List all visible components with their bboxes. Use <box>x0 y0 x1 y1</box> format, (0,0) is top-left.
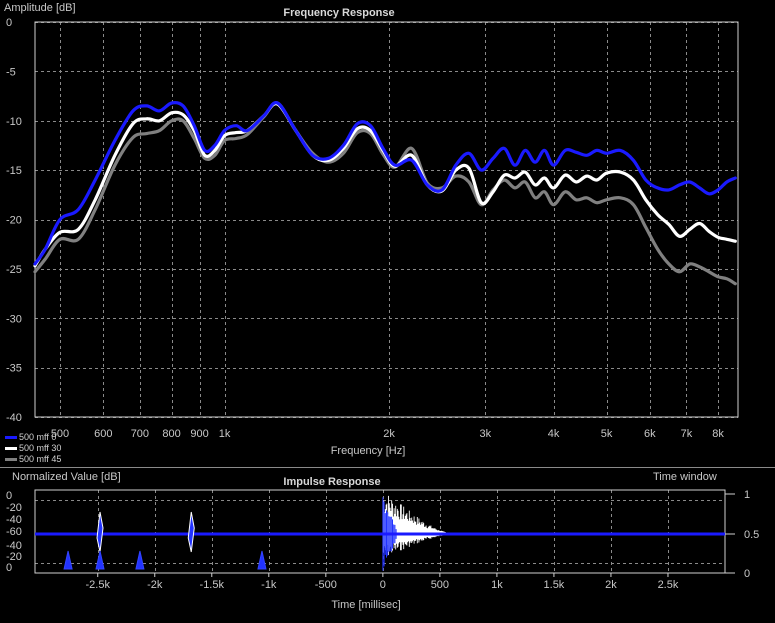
fr-x-tick-label: 4k <box>548 428 560 440</box>
ir-y-tick-label: -20 <box>6 502 22 514</box>
fr-y-tick-label: -15 <box>6 165 22 177</box>
fr-title: Frequency Response <box>283 7 394 19</box>
legend-label: 500 mff 30 <box>19 443 61 453</box>
legend-label: 500 mff 45 <box>19 454 61 464</box>
ir-x-tick-label: 1.5k <box>544 579 565 591</box>
ir-x-tick-label: -2k <box>147 579 163 591</box>
ir-right-tick-label: 0.5 <box>744 529 759 541</box>
legend-swatch <box>5 458 17 461</box>
ir-small-event <box>95 550 105 570</box>
ir-x-tick-label: 500 <box>431 579 449 591</box>
fr-series-line-0 <box>33 100 737 266</box>
ir-x-tick-label: 0 <box>380 579 386 591</box>
fr-xlabel: Frequency [Hz] <box>331 445 406 457</box>
fr-x-tick-label: 800 <box>162 428 180 440</box>
ir-x-tick-label: -1.5k <box>200 579 225 591</box>
fr-x-tick-labels: 500 600 700 800 900 1k 2k 3k 4k 5k 6k 7k 8k <box>51 428 725 440</box>
fr-y-tick-label: -40 <box>6 412 22 424</box>
ir-plot-frame <box>34 489 726 574</box>
ir-spike <box>96 511 104 553</box>
fr-y-tick-label: -20 <box>6 215 22 227</box>
ir-small-event <box>257 550 267 570</box>
ir-x-tick-label: 2k <box>605 579 617 591</box>
ir-title: Impulse Response <box>283 476 380 488</box>
fr-y-tick-label: -25 <box>6 264 22 276</box>
fr-series-group <box>33 100 737 286</box>
ir-right-tick-label: 1 <box>744 489 750 501</box>
legend-label: 500 mff 0 <box>19 432 56 442</box>
fr-y-tick-labels: 0 -5 -10 -15 -20 -25 -30 -35 -40 <box>6 17 22 424</box>
ir-y-tick-label: -40 <box>6 540 22 552</box>
ir-x-tick-label: 1k <box>491 579 503 591</box>
fr-y-tick-label: -5 <box>6 66 16 78</box>
ir-spike <box>187 511 195 553</box>
ir-x-tick-label: -2.5k <box>85 579 110 591</box>
ir-xlabel: Time [millisec] <box>331 599 400 611</box>
fr-y-tick-label: -10 <box>6 116 22 128</box>
fr-x-tick-label: 700 <box>131 428 149 440</box>
fr-x-tick-label: 8k <box>712 428 724 440</box>
fr-x-tick-label: 500 <box>51 428 69 440</box>
ir-y-tick-label: -40 <box>6 514 22 526</box>
ir-small-event <box>63 550 73 570</box>
fr-grid <box>35 22 738 418</box>
fr-x-tick-label: 6k <box>644 428 656 440</box>
ir-y-tick-label: -20 <box>6 551 22 563</box>
ir-right-label: Time window <box>653 471 717 483</box>
fr-x-tick-label: 3k <box>479 428 491 440</box>
fr-y-tick-label: -30 <box>6 313 22 325</box>
ir-y-tick-label: 0 <box>6 562 12 574</box>
fr-ylabel: Amplitude [dB] <box>4 2 76 14</box>
fr-y-tick-label: 0 <box>6 17 12 29</box>
ir-small-event <box>135 550 145 570</box>
legend-swatch <box>5 447 17 450</box>
fr-y-tick-label: -35 <box>6 363 22 375</box>
ir-x-tick-labels: -2.5k -2k -1.5k -1k -500 0 500 1k 1.5k 2k 2.5k <box>85 573 679 591</box>
ir-marks <box>35 495 725 571</box>
fr-x-tick-label: 1k <box>219 428 231 440</box>
legend-swatch <box>5 436 17 439</box>
fr-plot-frame <box>34 21 739 418</box>
ir-x-tick-label: 2.5k <box>658 579 679 591</box>
ir-y-tick-label: -60 <box>6 526 22 538</box>
ir-y-tick-label: 0 <box>6 490 12 502</box>
fr-x-tick-label: 7k <box>681 428 693 440</box>
ir-right-tick-label: 0 <box>744 568 750 580</box>
fr-x-tick-label: 600 <box>94 428 112 440</box>
fr-x-tick-label: 900 <box>190 428 208 440</box>
fr-x-tick-label: 2k <box>383 428 395 440</box>
ir-ylabel: Normalized Value [dB] <box>12 471 121 483</box>
ir-x-tick-label: -1k <box>261 579 277 591</box>
fr-x-tick-label: 5k <box>601 428 613 440</box>
ir-x-tick-label: -500 <box>315 579 337 591</box>
